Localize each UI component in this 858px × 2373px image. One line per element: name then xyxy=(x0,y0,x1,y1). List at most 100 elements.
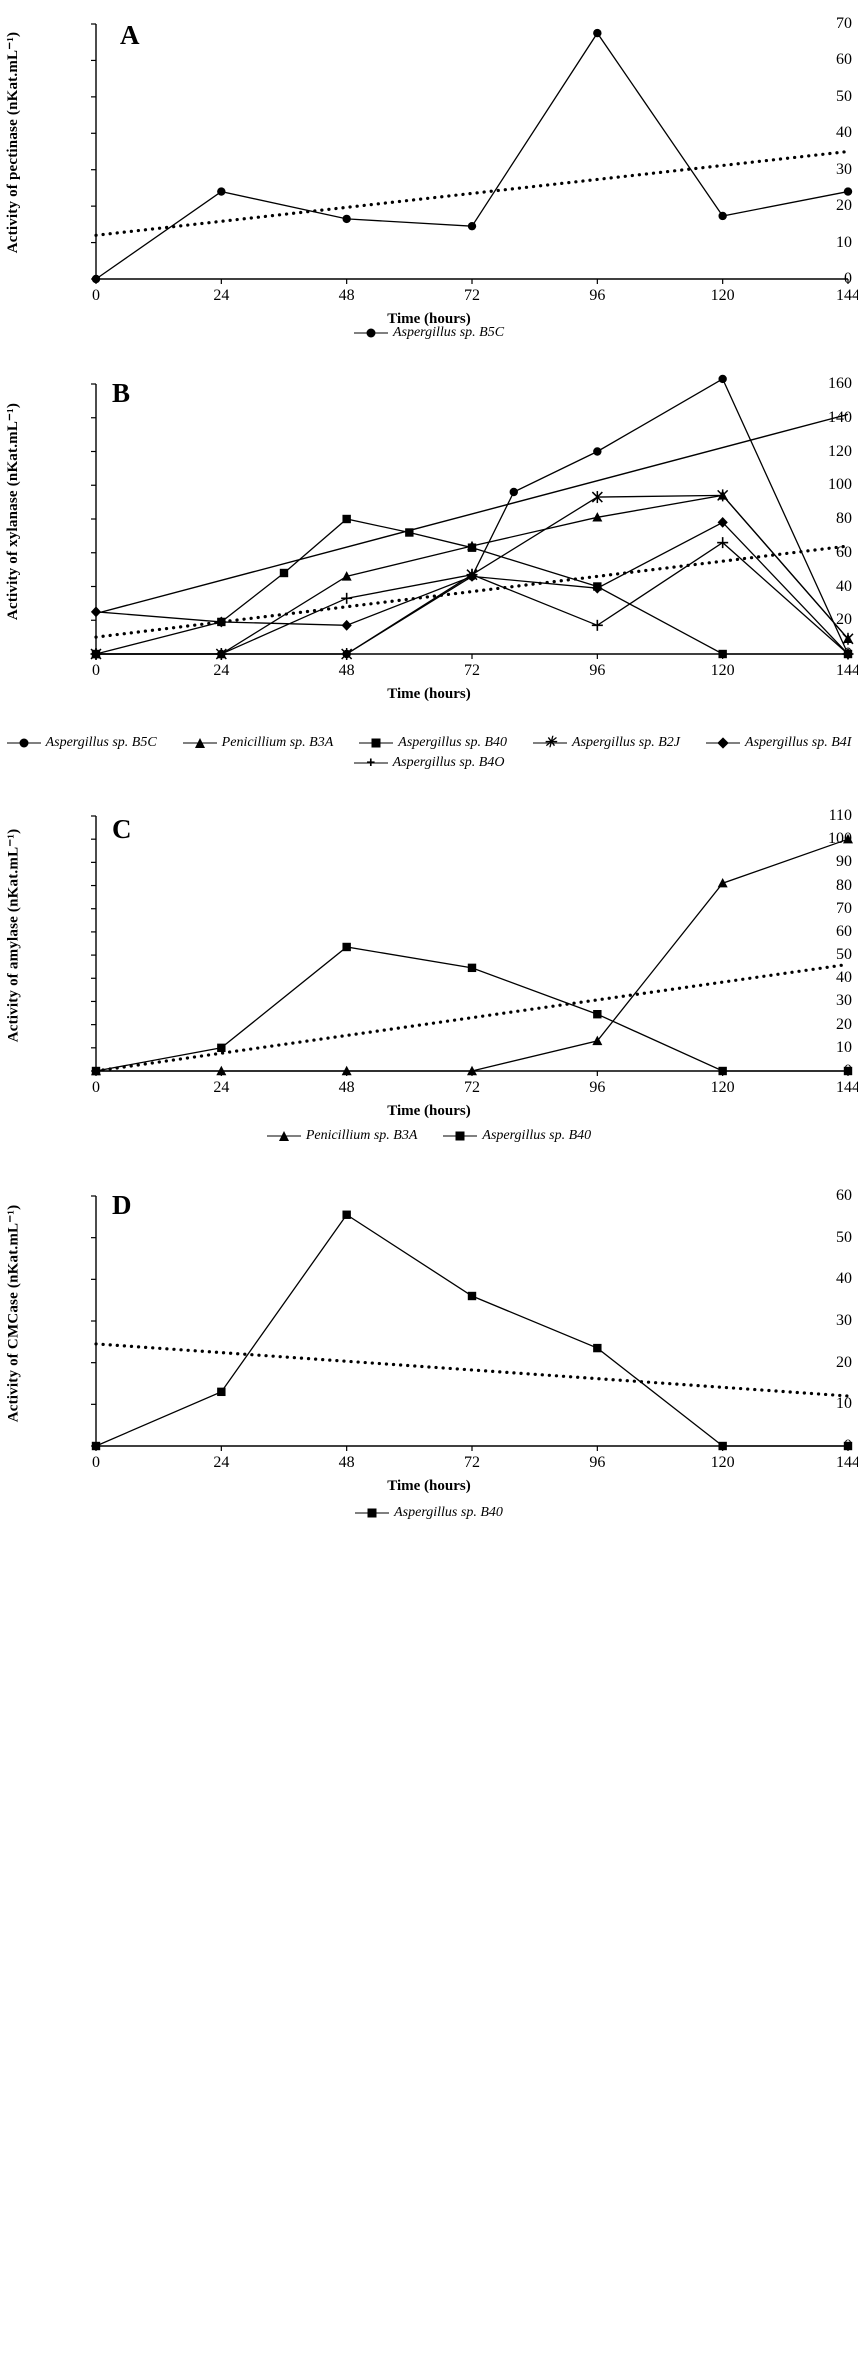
legend-item[interactable]: Aspergillus sp. B40 xyxy=(355,1505,503,1521)
legend-item[interactable]: Aspergillus sp. B4O xyxy=(353,755,505,771)
legend-item[interactable]: Aspergillus sp. B5C xyxy=(353,325,505,341)
trend-line-dotted xyxy=(94,962,850,1073)
chart-panel-b: Activity of xylanase (nKat.mL⁻¹)B0204060… xyxy=(0,368,858,708)
x-tick-label: 0 xyxy=(92,1079,100,1096)
legend-a: Aspergillus sp. B5C xyxy=(0,325,858,341)
x-tick-label: 72 xyxy=(464,1454,480,1471)
y-tick-label: 20 xyxy=(836,197,852,215)
x-tick-label: 24 xyxy=(213,1454,230,1471)
y-tick-label: 70 xyxy=(836,15,852,32)
y-tick-label: 60 xyxy=(836,543,852,561)
legend-label: Aspergillus sp. B5C xyxy=(45,735,157,750)
y-tick-label: 60 xyxy=(836,51,852,69)
y-tick-label: 120 xyxy=(828,442,852,460)
legend-marker-square-icon xyxy=(443,1129,478,1143)
series-line xyxy=(96,838,849,1072)
y-tick-label: 50 xyxy=(836,1228,852,1246)
legend-item[interactable]: Aspergillus sp. B4I xyxy=(706,735,851,751)
y-tick-label: 40 xyxy=(836,1270,852,1288)
y-tick-label: 90 xyxy=(836,853,852,871)
y-tick-label: 20 xyxy=(836,1353,852,1371)
x-tick-label: 48 xyxy=(338,1454,355,1471)
x-tick-label: 96 xyxy=(589,1454,606,1471)
x-tick-label: 48 xyxy=(338,662,355,679)
trend-line-dotted xyxy=(94,1342,850,1398)
x-tick-label: 72 xyxy=(464,662,480,679)
x-tick-label: 24 xyxy=(213,1079,230,1096)
y-tick-label: 30 xyxy=(836,992,852,1010)
legend-item[interactable]: Penicillium sp. B3A xyxy=(182,735,334,751)
trend-line-solid xyxy=(95,413,849,615)
y-tick-label: 110 xyxy=(828,807,852,824)
panel-letter-b: B xyxy=(112,378,131,408)
x-tick-label: 96 xyxy=(589,662,606,679)
legend-label: Aspergillus sp. B40 xyxy=(482,1128,592,1143)
plot-area-c xyxy=(91,815,853,1076)
legend-marker-triangle-icon xyxy=(266,1129,301,1143)
y-tick-label: 20 xyxy=(836,611,852,629)
legend-item[interactable]: Aspergillus sp. B2J xyxy=(533,735,680,751)
x-tick-label: 96 xyxy=(589,287,606,304)
x-tick-label: 0 xyxy=(92,1454,100,1471)
y-tick-label: 50 xyxy=(836,946,852,964)
trend-line-dotted xyxy=(94,544,850,639)
chart-panel-d: Activity of CMCase (nKat.mL⁻¹)D010203040… xyxy=(0,1180,858,1494)
y-tick-label: 40 xyxy=(836,969,852,987)
panel-letter-d: D xyxy=(112,1190,132,1220)
y-tick-label: 10 xyxy=(836,1395,852,1413)
series-line xyxy=(96,541,849,655)
x-tick-label: 144 xyxy=(836,662,858,679)
y-tick-label: 80 xyxy=(836,510,852,527)
legend-label: Aspergillus sp. B4I xyxy=(745,735,852,750)
legend-item[interactable]: Aspergillus sp. B40 xyxy=(443,1128,591,1144)
x-tick-label: 144 xyxy=(836,1079,858,1096)
legend-marker-circle-icon xyxy=(353,326,388,340)
y-tick-label: 70 xyxy=(836,899,852,917)
legend-label: Aspergillus sp. B2J xyxy=(572,735,681,750)
x-tick-label: 144 xyxy=(836,287,858,304)
y-tick-label: 20 xyxy=(836,1015,852,1033)
legend-marker-triangle-icon xyxy=(182,736,217,750)
legend-label: Aspergillus sp. B5C xyxy=(392,325,505,340)
series-line xyxy=(95,31,849,280)
panel-letter-c: C xyxy=(112,814,132,844)
legend-d: Aspergillus sp. B40 xyxy=(0,1505,858,1521)
legend-label: Aspergillus sp. B4O xyxy=(392,755,505,770)
legend-item[interactable]: Aspergillus sp. B5C xyxy=(6,735,157,751)
y-tick-label: 30 xyxy=(836,1312,852,1329)
x-tick-label: 48 xyxy=(338,1079,355,1096)
series-line xyxy=(95,518,848,655)
x-tick-label: 144 xyxy=(836,1454,858,1471)
series-line xyxy=(96,378,849,655)
legend-marker-square-icon xyxy=(359,736,394,750)
x-tick-label: 120 xyxy=(710,662,735,679)
x-tick-label: 0 xyxy=(92,287,100,304)
y-tick-label: 10 xyxy=(836,233,852,251)
y-tick-label: 160 xyxy=(828,375,852,392)
legend-marker-star-icon xyxy=(533,736,568,750)
y-tick-label: 140 xyxy=(828,408,852,426)
x-axis-label-a: Time (hours) xyxy=(387,311,471,327)
chart-panel-c: Activity of amylase (nKat.mL⁻¹)C01020304… xyxy=(0,800,858,1119)
legend-c: Penicillium sp. B3A Aspergillus sp. B40 xyxy=(0,1128,858,1144)
trend-line-dotted xyxy=(94,149,850,237)
chart-panel-a: Activity of pectinase (nKat.mL⁻¹) A 0 10 20 3… xyxy=(0,6,858,327)
x-tick-label: 120 xyxy=(710,1079,735,1096)
legend-item[interactable]: Penicillium sp. B3A xyxy=(266,1128,418,1144)
legend-label: Aspergillus sp. B40 xyxy=(398,735,508,750)
y-tick-label: 60 xyxy=(836,1187,852,1204)
y-tick-label: 100 xyxy=(828,476,852,494)
legend-item[interactable]: Aspergillus sp. B40 xyxy=(359,735,507,751)
legend-label: Penicillium sp. B3A xyxy=(221,735,334,750)
legend-label: Aspergillus sp. B40 xyxy=(394,1505,503,1520)
y-tick-label: 10 xyxy=(836,1038,852,1056)
legend-label: Penicillium sp. B3A xyxy=(305,1128,418,1143)
y-tick-label: 40 xyxy=(836,124,852,142)
legend-marker-circle-icon xyxy=(6,736,41,750)
x-tick-label: 0 xyxy=(92,662,100,679)
series-line xyxy=(95,1213,848,1447)
legend-b: Aspergillus sp. B5C Penicillium sp. B3A As… xyxy=(0,735,858,771)
x-tick-label: 72 xyxy=(464,287,480,304)
panel-letter-a: A xyxy=(120,20,140,50)
